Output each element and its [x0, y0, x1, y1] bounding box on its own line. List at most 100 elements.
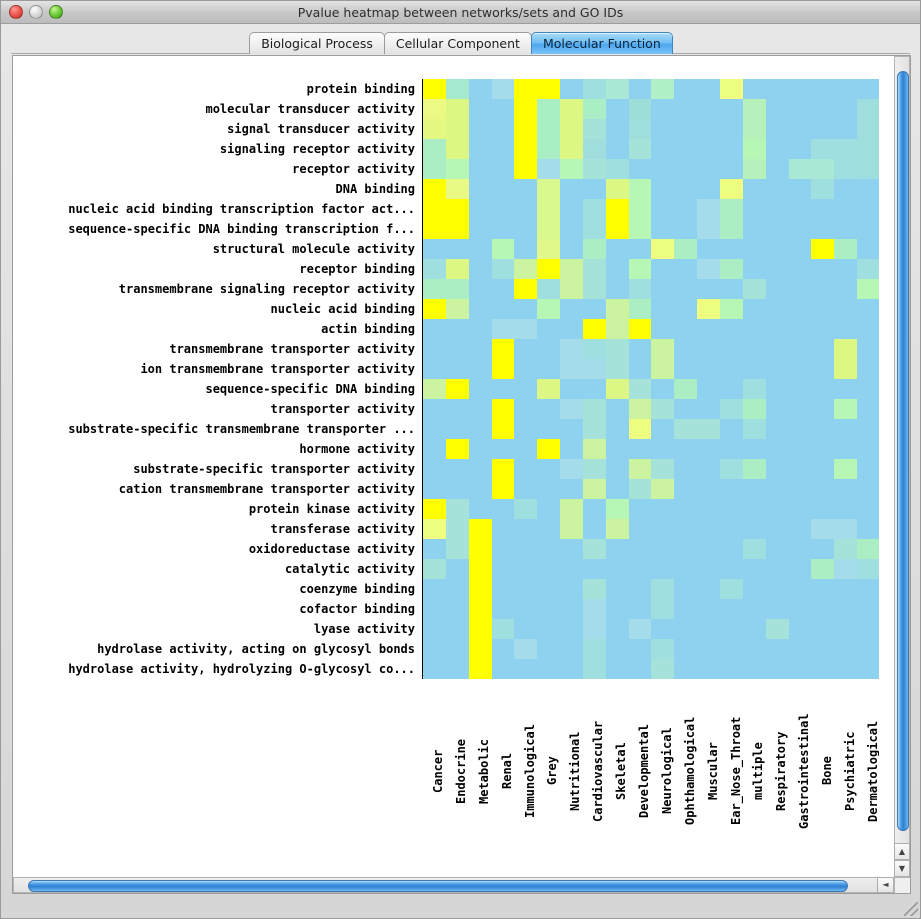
heatmap-cell[interactable]	[537, 419, 561, 439]
heatmap-cell[interactable]	[423, 299, 446, 319]
heatmap-cell[interactable]	[468, 379, 492, 399]
heatmap-cell[interactable]	[788, 459, 812, 479]
heatmap-cell[interactable]	[765, 259, 789, 279]
heatmap-cell[interactable]	[765, 619, 789, 639]
heatmap-cell[interactable]	[560, 419, 583, 439]
heatmap-cell[interactable]	[834, 439, 858, 459]
heatmap-cell[interactable]	[765, 139, 789, 159]
heatmap-cell[interactable]	[468, 299, 492, 319]
heatmap-cell[interactable]	[742, 99, 766, 119]
heatmap-cell[interactable]	[582, 459, 606, 479]
heatmap-cell[interactable]	[514, 339, 538, 359]
heatmap-cell[interactable]	[834, 299, 858, 319]
heatmap-cell[interactable]	[605, 599, 629, 619]
heatmap-cell[interactable]	[834, 619, 858, 639]
heatmap-cell[interactable]	[834, 359, 858, 379]
heatmap-cell[interactable]	[719, 379, 743, 399]
heatmap-cell[interactable]	[514, 259, 538, 279]
heatmap-cell[interactable]	[674, 639, 698, 659]
heatmap-cell[interactable]	[765, 299, 789, 319]
heatmap-cell[interactable]	[811, 619, 835, 639]
heatmap-cell[interactable]	[560, 339, 583, 359]
heatmap-cell[interactable]	[628, 639, 652, 659]
heatmap-cell[interactable]	[468, 79, 492, 99]
heatmap-cell[interactable]	[537, 299, 561, 319]
heatmap-cell[interactable]	[697, 519, 720, 539]
heatmap-cell[interactable]	[605, 119, 629, 139]
heatmap-cell[interactable]	[719, 99, 743, 119]
heatmap-cell[interactable]	[423, 579, 446, 599]
heatmap-cell[interactable]	[697, 239, 720, 259]
heatmap-canvas[interactable]: protein binding molecular transducer acti…	[13, 56, 879, 862]
heatmap-cell[interactable]	[811, 479, 835, 499]
heatmap-cell[interactable]	[514, 499, 538, 519]
heatmap-cell[interactable]	[765, 159, 789, 179]
heatmap-cell[interactable]	[491, 459, 515, 479]
heatmap-cell[interactable]	[628, 159, 652, 179]
heatmap-cell[interactable]	[765, 319, 789, 339]
heatmap-cell[interactable]	[697, 559, 720, 579]
heatmap-cell[interactable]	[537, 199, 561, 219]
heatmap-cell[interactable]	[537, 259, 561, 279]
heatmap-cell[interactable]	[765, 499, 789, 519]
heatmap-cell[interactable]	[605, 339, 629, 359]
heatmap-cell[interactable]	[605, 619, 629, 639]
heatmap-cell[interactable]	[582, 139, 606, 159]
heatmap-cell[interactable]	[605, 279, 629, 299]
heatmap-cell[interactable]	[514, 519, 538, 539]
heatmap-cell[interactable]	[719, 159, 743, 179]
heatmap-cell[interactable]	[560, 299, 583, 319]
heatmap-cell[interactable]	[719, 279, 743, 299]
heatmap-cell[interactable]	[445, 299, 469, 319]
heatmap-cell[interactable]	[514, 319, 538, 339]
heatmap-cell[interactable]	[857, 539, 879, 559]
heatmap-cell[interactable]	[582, 239, 606, 259]
heatmap-cell[interactable]	[765, 659, 789, 679]
heatmap-cell[interactable]	[811, 159, 835, 179]
heatmap-cell[interactable]	[582, 259, 606, 279]
heatmap-cell[interactable]	[582, 179, 606, 199]
heatmap-cell[interactable]	[788, 419, 812, 439]
heatmap-cell[interactable]	[560, 519, 583, 539]
heatmap-cell[interactable]	[491, 159, 515, 179]
heatmap-cell[interactable]	[514, 239, 538, 259]
heatmap-cell[interactable]	[788, 139, 812, 159]
heatmap-cell[interactable]	[582, 99, 606, 119]
heatmap-cell[interactable]	[445, 619, 469, 639]
heatmap-cell[interactable]	[468, 199, 492, 219]
heatmap-cell[interactable]	[514, 159, 538, 179]
heatmap-cell[interactable]	[788, 199, 812, 219]
heatmap-cell[interactable]	[788, 639, 812, 659]
heatmap-cell[interactable]	[811, 379, 835, 399]
heatmap-cell[interactable]	[560, 159, 583, 179]
heatmap-cell[interactable]	[765, 219, 789, 239]
heatmap-cell[interactable]	[765, 419, 789, 439]
heatmap-cell[interactable]	[582, 119, 606, 139]
heatmap-cell[interactable]	[788, 279, 812, 299]
heatmap-cell[interactable]	[605, 459, 629, 479]
heatmap-cell[interactable]	[628, 359, 652, 379]
heatmap-cell[interactable]	[605, 359, 629, 379]
heatmap-cell[interactable]	[514, 639, 538, 659]
heatmap-cell[interactable]	[651, 519, 675, 539]
heatmap-cell[interactable]	[857, 99, 879, 119]
heatmap-cell[interactable]	[742, 399, 766, 419]
heatmap-cell[interactable]	[445, 339, 469, 359]
heatmap-cell[interactable]	[605, 519, 629, 539]
heatmap-cell[interactable]	[468, 479, 492, 499]
heatmap-cell[interactable]	[514, 119, 538, 139]
heatmap-cell[interactable]	[742, 619, 766, 639]
heatmap-cell[interactable]	[537, 79, 561, 99]
heatmap-cell[interactable]	[765, 339, 789, 359]
heatmap-cell[interactable]	[628, 79, 652, 99]
heatmap-cell[interactable]	[582, 299, 606, 319]
heatmap-cell[interactable]	[765, 239, 789, 259]
heatmap-cell[interactable]	[742, 559, 766, 579]
heatmap-cell[interactable]	[857, 579, 879, 599]
heatmap-cell[interactable]	[605, 159, 629, 179]
heatmap-cell[interactable]	[537, 479, 561, 499]
heatmap-cell[interactable]	[491, 439, 515, 459]
heatmap-cell[interactable]	[560, 359, 583, 379]
heatmap-cell[interactable]	[742, 199, 766, 219]
heatmap-cell[interactable]	[514, 179, 538, 199]
